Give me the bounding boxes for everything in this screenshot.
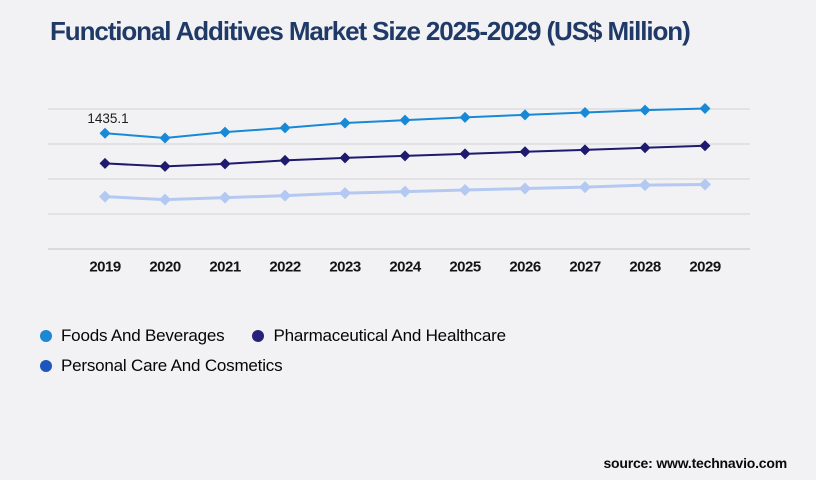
data-point-marker bbox=[639, 104, 651, 116]
data-point-marker bbox=[219, 191, 231, 204]
data-point-marker bbox=[279, 154, 291, 166]
data-point-marker bbox=[399, 185, 411, 198]
data-point-marker bbox=[279, 189, 291, 202]
data-point-marker bbox=[219, 126, 231, 138]
data-point-marker bbox=[699, 103, 711, 115]
data-point-marker bbox=[639, 142, 651, 154]
data-point-marker bbox=[159, 132, 171, 144]
legend-item-label: Foods And Beverages bbox=[61, 326, 225, 345]
source-label: source: bbox=[603, 455, 653, 471]
data-point-marker bbox=[579, 107, 591, 119]
legend-item-personal-care-and-cosmetics: Personal Care And Cosmetics bbox=[40, 354, 283, 378]
legend-item-label: Personal Care And Cosmetics bbox=[61, 356, 283, 375]
data-point-marker bbox=[459, 111, 471, 123]
data-point-marker bbox=[159, 193, 171, 206]
data-point-marker bbox=[99, 157, 111, 169]
data-point-marker bbox=[519, 109, 531, 121]
data-point-marker bbox=[459, 184, 471, 197]
legend-item-label: Pharmaceutical And Healthcare bbox=[273, 326, 506, 345]
data-point-marker bbox=[399, 114, 411, 126]
x-tick-label: 2019 bbox=[89, 259, 121, 276]
x-tick-label: 2028 bbox=[629, 259, 661, 276]
data-point-marker bbox=[399, 150, 411, 162]
data-point-marker bbox=[699, 140, 711, 152]
x-tick-label: 2029 bbox=[689, 259, 721, 276]
x-tick-label: 2024 bbox=[389, 259, 422, 276]
legend-item-pharmaceutical-and-healthcare: Pharmaceutical And Healthcare bbox=[252, 324, 506, 348]
legend-marker-icon bbox=[40, 330, 52, 342]
data-point-marker bbox=[519, 182, 531, 195]
legend-marker-icon bbox=[252, 330, 265, 342]
data-point-marker bbox=[339, 152, 351, 164]
x-tick-label: 2020 bbox=[149, 259, 181, 276]
data-point-marker bbox=[639, 179, 651, 192]
legend-item-foods-and-beverages: Foods And Beverages bbox=[40, 324, 225, 348]
data-label: 1435.1 bbox=[87, 111, 128, 126]
data-point-marker bbox=[579, 181, 591, 194]
data-point-marker bbox=[519, 146, 531, 158]
x-tick-label: 2027 bbox=[569, 259, 601, 276]
x-tick-label: 2025 bbox=[449, 259, 481, 276]
source-attribution: source: www.technavio.com bbox=[603, 455, 787, 471]
data-point-marker bbox=[339, 187, 351, 200]
x-tick-label: 2021 bbox=[209, 259, 241, 276]
data-point-marker bbox=[339, 117, 351, 129]
data-point-marker bbox=[159, 160, 171, 172]
chart-canvas: 2019 2020 2021 2022 2023 2024 2025 2026 2027 2028… bbox=[48, 103, 750, 276]
legend-marker-icon bbox=[40, 360, 52, 372]
line-chart: 2019 2020 2021 2022 2023 2024 2025 2026 2027 2028… bbox=[0, 85, 816, 295]
data-point-marker bbox=[459, 148, 471, 160]
data-point-marker bbox=[99, 190, 111, 203]
page-title: Functional Additives Market Size 2025-20… bbox=[50, 16, 691, 46]
x-tick-label: 2023 bbox=[329, 259, 361, 276]
data-point-marker bbox=[699, 178, 711, 191]
data-point-marker bbox=[219, 158, 231, 170]
chart-legend: Foods And Beverages Pharmaceutical And H… bbox=[40, 324, 605, 378]
source-url-link[interactable]: www.technavio.com bbox=[656, 455, 787, 471]
x-tick-label: 2022 bbox=[269, 259, 301, 276]
x-tick-label: 2026 bbox=[509, 259, 541, 276]
data-point-marker bbox=[279, 122, 291, 134]
data-point-marker bbox=[579, 144, 591, 156]
data-point-marker bbox=[99, 127, 111, 139]
